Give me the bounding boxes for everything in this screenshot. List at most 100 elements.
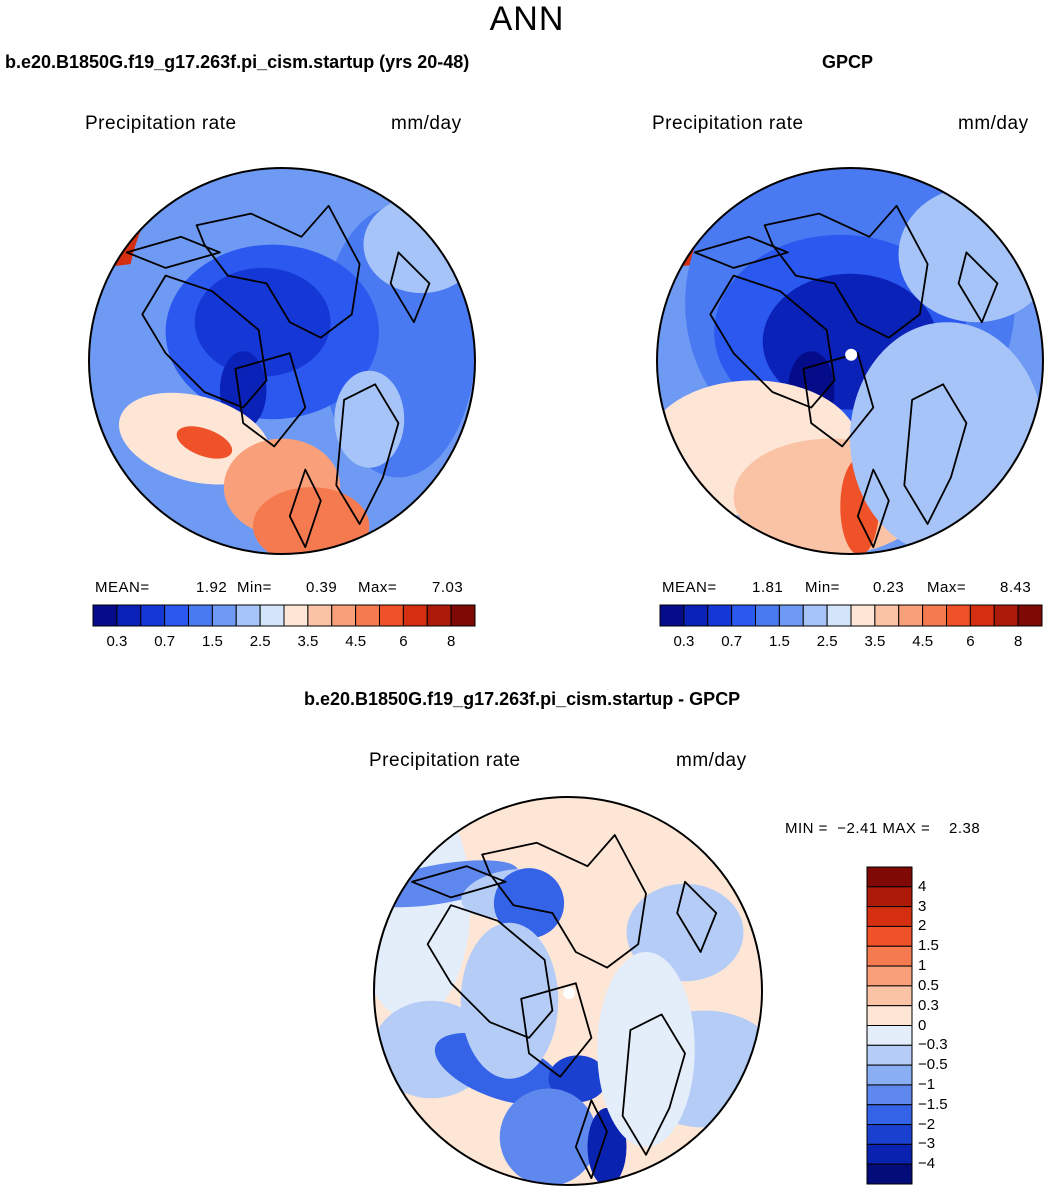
panel1-map-border: [88, 167, 476, 555]
panel2-colorbar: [659, 604, 1043, 627]
panel3-colorbar-box: [866, 1005, 913, 1026]
panel1-colorbar-box: [211, 604, 237, 627]
panel2-coastline: [957, 251, 999, 324]
panel2-coastline: [693, 235, 789, 269]
panel1-coastline: [234, 352, 307, 448]
panel1-title: b.e20.B1850G.f19_g17.263f.pi_cism.startu…: [5, 52, 470, 72]
panel2-colorbar-tick-label: 0.3: [673, 633, 695, 650]
panel3-coastline: [481, 834, 647, 969]
panel1-polar-map: [88, 167, 476, 555]
panel1-coastline: [195, 204, 361, 339]
panel3-polar-map: [373, 796, 763, 1186]
panel2-colorbar-tick-label: 4.5: [912, 633, 934, 650]
panel1-colorbar: [92, 604, 476, 627]
panel1-colorbar-box: [307, 604, 333, 627]
panel3-colorbar-tick-label: 4: [918, 877, 927, 895]
panel1-max-value: 7.03: [432, 579, 464, 596]
panel3-units-label: mm/day: [676, 750, 747, 771]
panel1-colorbar-box: [355, 604, 380, 627]
panel2-colorbar-box: [922, 604, 947, 627]
panel2-colorbar-ticks: 0.3 0.7 1.5 2.5 3.5 4.5 6 8: [660, 633, 1042, 653]
panel1-colorbar-ticks: 0.3 0.7 1.5 2.5 3.5 4.5 6 8: [93, 633, 475, 653]
panel1-min-label: Min=: [237, 579, 272, 596]
panel1-colorbar-box: [235, 604, 261, 627]
panel2-colorbar-box: [850, 604, 876, 627]
panel3-colorbar-box: [866, 1143, 913, 1165]
panel3-colorbar-tick-label: 3: [918, 897, 927, 915]
panel2-colorbar-box: [683, 604, 709, 627]
panel1-mean-label: MEAN=: [95, 579, 150, 596]
panel1-units-label: mm/day: [391, 113, 462, 134]
panel2-colorbar-tick-label: 0.7: [721, 633, 743, 650]
panel3-colorbar-box: [866, 985, 913, 1007]
panel2-polar-map: [656, 167, 1044, 555]
panel2-coastline: [903, 383, 968, 525]
panel3-title: b.e20.B1850G.f19_g17.263f.pi_cism.startu…: [304, 689, 741, 709]
panel1-colorbar-tick-label: 8: [446, 633, 456, 650]
panel2-colorbar-box: [874, 604, 900, 627]
panel2-colorbar-box: [802, 604, 828, 627]
panel3-coastline: [621, 1013, 686, 1156]
panel1-coastline: [389, 251, 431, 324]
panel3-colorbar-box: [866, 866, 913, 888]
panel1-variable-label: Precipitation rate: [85, 113, 237, 134]
panel3-colorbar-tick-label: −1: [918, 1075, 936, 1093]
panel2-variable-label: Precipitation rate: [652, 113, 804, 134]
panel3-variable-label: Precipitation rate: [369, 750, 521, 771]
panel1-colorbar-box: [331, 604, 357, 627]
panel3-coastline: [426, 904, 554, 1039]
panel3-colorbar-box: [866, 1163, 913, 1185]
panel2-coastline: [856, 468, 890, 549]
panel1-colorbar-box: [164, 604, 189, 627]
panel1-colorbar-tick-label: 0.7: [154, 633, 176, 650]
panel3-coastline: [520, 982, 593, 1078]
panel1-coastline: [125, 235, 221, 269]
panel1-coastline: [288, 468, 322, 549]
panel3-coastline: [676, 880, 718, 953]
panel1-field-contour: [176, 426, 233, 459]
panel1-colorbar-box: [450, 604, 476, 627]
panel1-field-contour: [363, 196, 475, 294]
panel3-field-contour: [460, 922, 559, 1079]
panel1-colorbar-tick-label: 6: [399, 633, 408, 650]
panel1-colorbar-tick-label: 1.5: [201, 633, 223, 650]
panel1-field-contour: [334, 370, 405, 468]
panel3-colorbar-box: [866, 945, 913, 967]
panel3-colorbar-box: [866, 1025, 913, 1046]
panel1-colorbar-tick-label: 4.5: [345, 633, 367, 650]
panel1-colorbar-box: [116, 604, 142, 627]
panel3-field-contour: [493, 868, 565, 939]
panel2-colorbar-box: [659, 604, 685, 627]
panel2-units-label: mm/day: [958, 113, 1029, 134]
panel3-field-contour: [548, 1055, 607, 1103]
panel3-colorbar-box: [866, 1124, 913, 1145]
panel3-coastline: [574, 1099, 608, 1180]
panel1-field-contour: [194, 267, 331, 377]
panel3-colorbar-tick-label: −3: [918, 1135, 936, 1153]
panel2-colorbar-box: [778, 604, 804, 627]
panel2-colorbar-box: [755, 604, 780, 627]
panel1-mean-value: 1.92: [196, 579, 228, 596]
panel1-min-value: 0.39: [306, 579, 338, 596]
panel1-coastline: [335, 383, 400, 525]
panel2-max-label: Max=: [927, 579, 967, 596]
panel1-colorbar-tick-label: 3.5: [297, 633, 319, 650]
panel1-colorbar-box: [188, 604, 213, 627]
panel2-colorbar-box: [946, 604, 971, 627]
panel3-colorbar-tick-label: −0.5: [918, 1056, 948, 1074]
panel2-colorbar-tick-label: 1.5: [768, 633, 790, 650]
panel2-colorbar-box: [1017, 604, 1043, 627]
panel3-colorbar-tick-label: −1.5: [918, 1095, 948, 1113]
panel3-colorbar-box: [866, 965, 913, 987]
panel2-colorbar-tick-label: 2.5: [816, 633, 838, 650]
panel2-colorbar-box: [731, 604, 756, 627]
panel3-colorbar-box: [866, 1104, 913, 1126]
panel3-colorbar-box: [866, 1084, 913, 1106]
panel3-pole-marker: [563, 986, 576, 999]
panel1-colorbar-box: [140, 604, 166, 627]
panel2-mean-label: MEAN=: [662, 579, 717, 596]
panel3-colorbar-tick-label: 2: [918, 917, 927, 935]
panel2-map-border: [656, 167, 1044, 555]
panel1-colorbar-tick-label: 0.3: [106, 633, 128, 650]
panel1-colorbar-box: [426, 604, 452, 627]
